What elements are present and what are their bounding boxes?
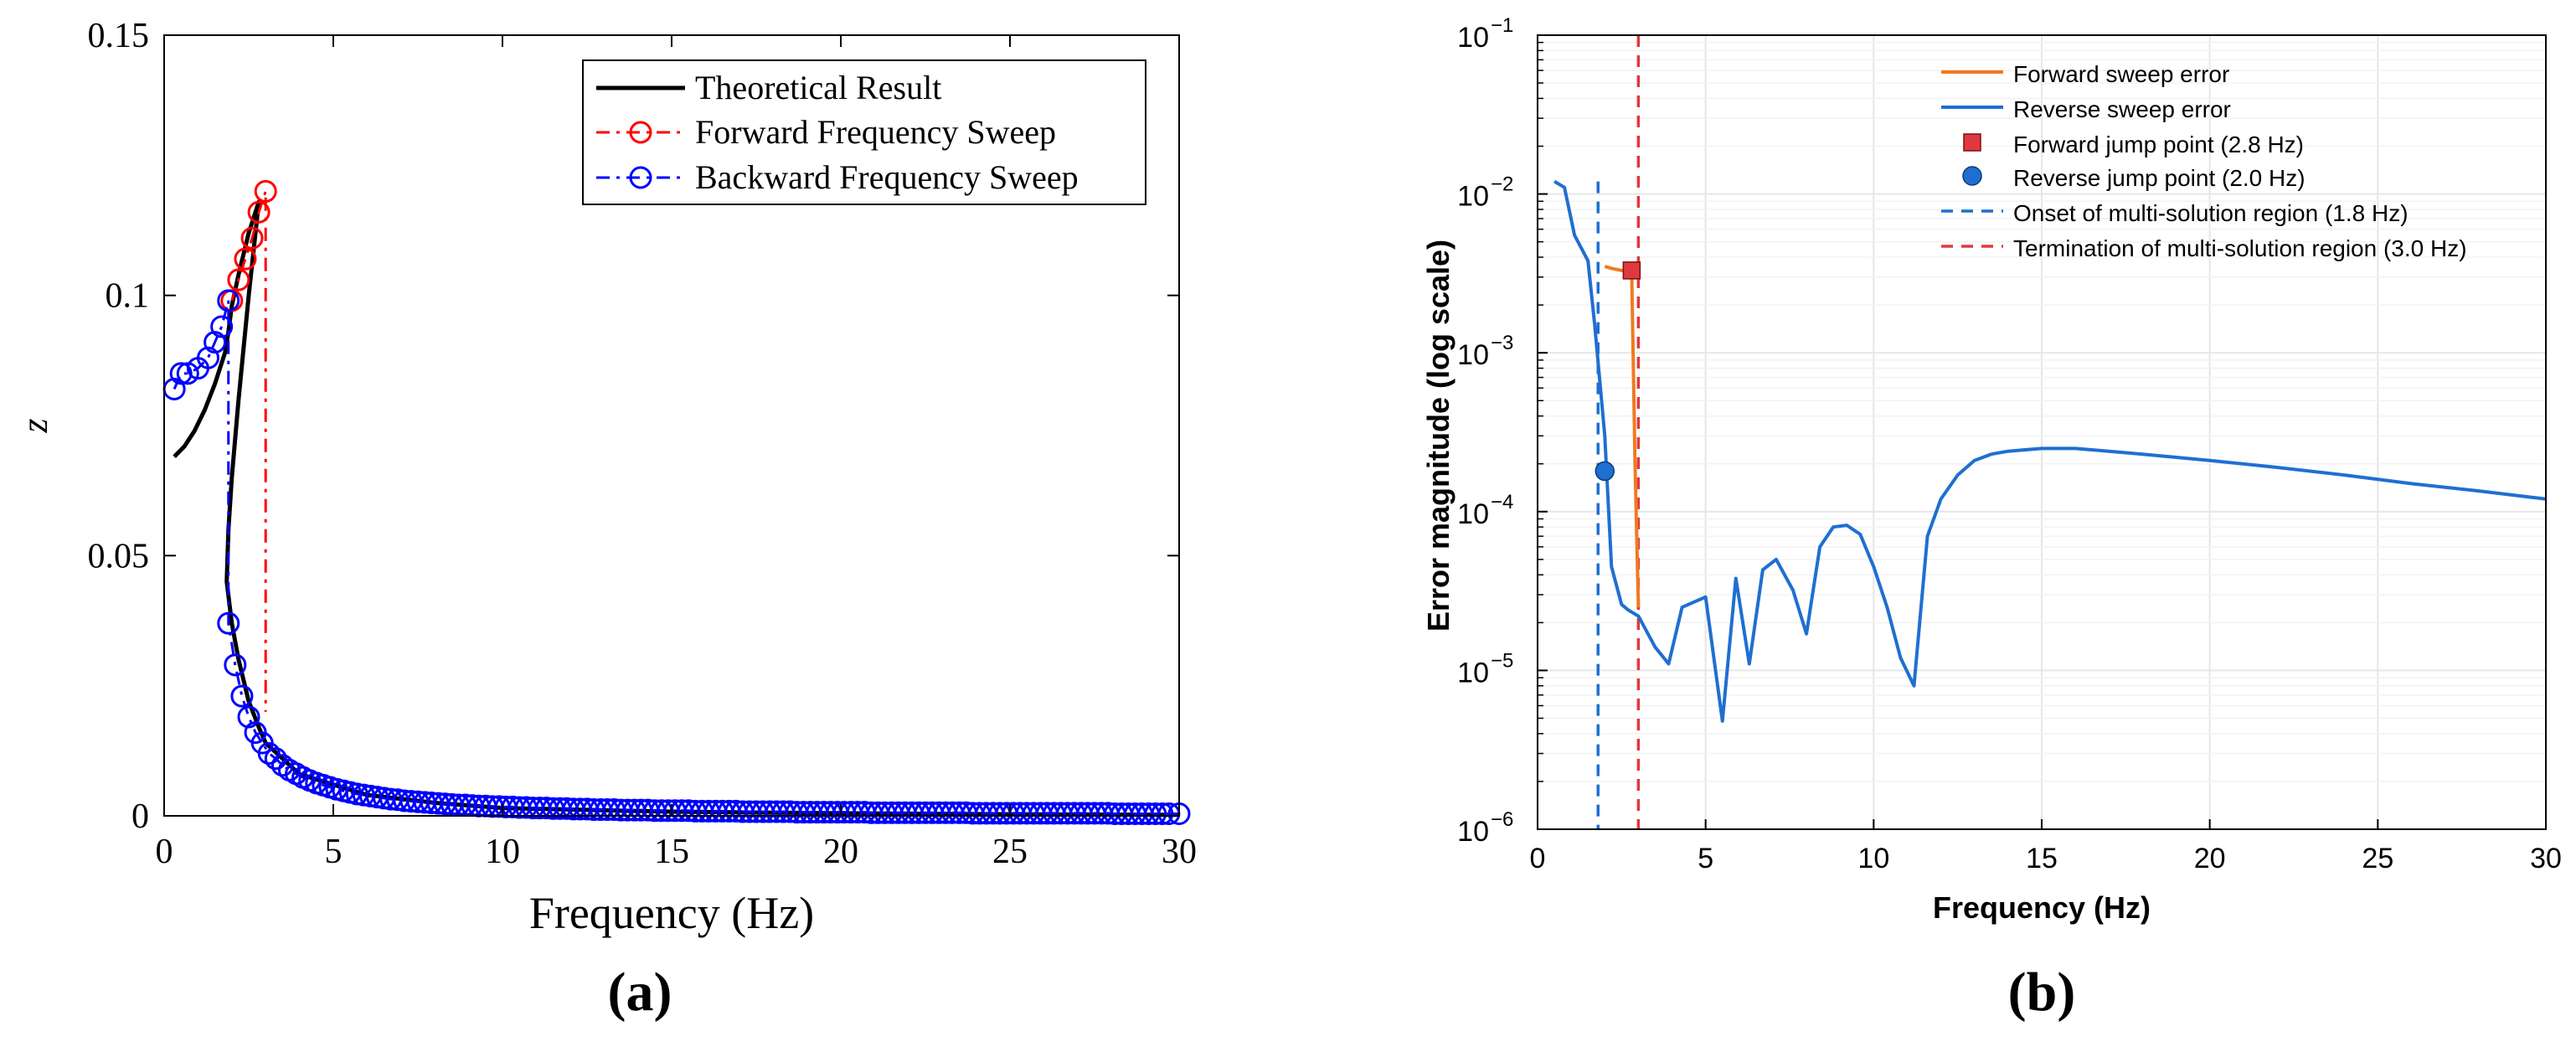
panel-b-label: (b) <box>2008 962 2076 1023</box>
forward-sweep-point <box>234 247 257 271</box>
legend-a-marker-forward <box>629 121 652 144</box>
panel-a-xtick-label: 10 <box>485 833 520 871</box>
panel-a-label: (a) <box>608 962 672 1023</box>
panel-b-ytick-label: 10 <box>1457 657 1489 689</box>
series-forward-sweep-line <box>230 190 267 712</box>
panel-a-ytick-label: 0.05 <box>88 537 150 575</box>
panel-a-xtick-label: 25 <box>992 833 1028 871</box>
panel-a-ytick-label: 0 <box>131 797 149 836</box>
legend-a-label-theoretical: Theoretical Result <box>695 69 941 106</box>
panel-a-xtick-label: 0 <box>156 833 173 871</box>
legend-b-label-forward-jump: Forward jump point (2.8 Hz) <box>2013 132 2304 157</box>
panel-b-xtick-label: 25 <box>2362 843 2393 874</box>
legend-b-marker-reverse-jump <box>1962 166 1982 186</box>
backward-sweep-point <box>217 611 240 635</box>
panel-a-ytick-label: 0.15 <box>88 17 150 55</box>
forward-sweep-point <box>247 200 270 224</box>
backward-sweep-point <box>224 653 247 677</box>
panel-b-xtick-label: 15 <box>2026 843 2058 874</box>
legend-b-label-reverse-error: Reverse sweep error <box>2013 96 2231 122</box>
forward-sweep-point <box>227 268 250 291</box>
panel-b-xlabel: Frequency (Hz) <box>1933 890 2151 925</box>
backward-sweep-point <box>169 362 193 385</box>
panel-b-ytick-label: 10 <box>1457 498 1489 530</box>
panel-b-ytick-label: 10 <box>1457 181 1489 213</box>
panel-b-xtick-label: 30 <box>2530 843 2562 874</box>
backward-sweep-point <box>217 289 240 312</box>
backward-sweep-point <box>1144 802 1167 826</box>
backward-sweep-point <box>237 705 260 729</box>
panel-a-xtick-label: 20 <box>823 833 858 871</box>
panel-b-ytick-exponent: −5 <box>1491 649 1513 672</box>
legend-b-label-forward-error: Forward sweep error <box>2013 61 2229 87</box>
panel-b-xtick-label: 0 <box>1530 843 1546 874</box>
panel-b-ytick-exponent: −2 <box>1491 173 1513 196</box>
panel-b-ytick-label: 10 <box>1457 816 1489 848</box>
panel-b-ytick-exponent: −1 <box>1491 14 1513 37</box>
backward-sweep-point <box>230 684 254 708</box>
backward-sweep-point <box>264 747 287 771</box>
panel-a-ytick-label: 0.1 <box>106 277 150 316</box>
panel-a-xtick-label: 30 <box>1162 833 1197 871</box>
legend-b-label-reverse-jump: Reverse jump point (2.0 Hz) <box>2013 165 2306 191</box>
panel-a-xtick-label: 15 <box>654 833 689 871</box>
reverse-jump-point-marker <box>1595 461 1615 482</box>
legend-b-label-termination: Termination of multi-solution region (3.… <box>2013 235 2467 261</box>
legend-a-label-backward: Backward Frequency Sweep <box>695 158 1079 196</box>
panel-b-xtick-label: 5 <box>1698 843 1713 874</box>
legend-b-label-onset: Onset of multi-solution region (1.8 Hz) <box>2013 200 2409 226</box>
panel-a-legend: Theoretical Result Forward Frequency Swe… <box>582 59 1146 205</box>
legend-a-marker-backward <box>629 166 652 189</box>
panel-b-ytick-label: 10 <box>1457 22 1489 54</box>
panel-a-xlabel: Frequency (Hz) <box>529 888 814 938</box>
backward-sweep-point <box>1151 802 1174 826</box>
panel-b-ytick-exponent: −3 <box>1491 332 1513 354</box>
series-reverse-sweep-error <box>1553 179 2547 723</box>
panel-b-xtick-label: 20 <box>2194 843 2226 874</box>
panel-b-ytick-exponent: −4 <box>1491 491 1513 513</box>
panel-b-legend: Forward sweep error Reverse sweep error … <box>1941 61 2467 261</box>
panel-a-ylabel: z <box>14 418 55 433</box>
backward-sweep-point <box>210 315 234 338</box>
legend-b-marker-forward-jump <box>1963 133 1981 152</box>
forward-sweep-point <box>254 179 277 203</box>
backward-sweep-point <box>197 346 220 369</box>
panel-b-ylabel: Error magnitude (log scale) <box>1421 240 1455 632</box>
panel-b-ytick-exponent: −6 <box>1491 808 1513 831</box>
panel-b-ytick-label: 10 <box>1457 339 1489 371</box>
forward-sweep-point <box>240 226 264 250</box>
backward-sweep-point <box>257 741 281 765</box>
backward-sweep-point <box>204 331 227 354</box>
panel-a-xtick-label: 5 <box>325 833 343 871</box>
panel-b-xtick-label: 10 <box>1857 843 1889 874</box>
legend-a-label-forward: Forward Frequency Sweep <box>695 113 1056 151</box>
forward-jump-point-marker <box>1622 261 1641 280</box>
